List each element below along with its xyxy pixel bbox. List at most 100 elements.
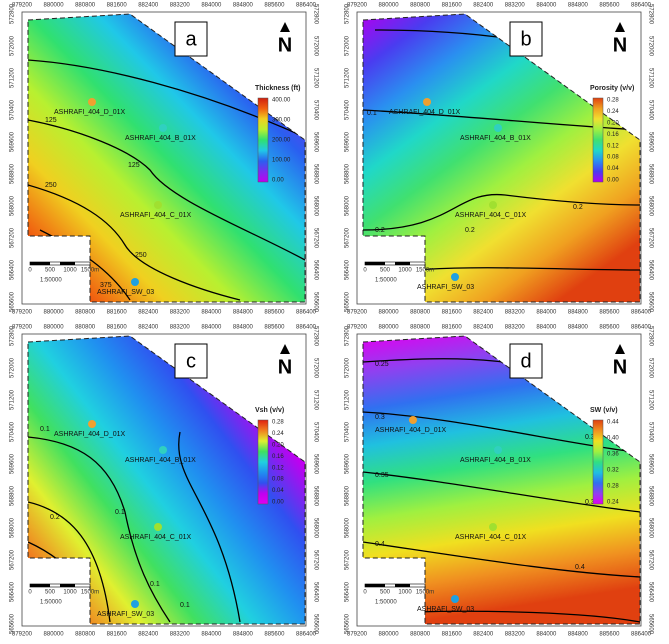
x-tick-label: 886400 xyxy=(296,632,317,638)
y-tick-label: 572000 xyxy=(312,358,318,379)
y-tick-label: 572000 xyxy=(647,358,653,379)
well-label: ASHRAFI_404_C_01X xyxy=(455,212,527,219)
legend-tick-label: 0.00 xyxy=(272,178,284,184)
y-tick-label: 570400 xyxy=(647,100,653,121)
x-tick-label: 886400 xyxy=(631,632,652,638)
scale-ratio: 1:50000 xyxy=(40,600,62,606)
legend-tick-label: 0.24 xyxy=(607,500,619,506)
x-tick-label: 880000 xyxy=(379,325,400,331)
legend-tick-label: 0.20 xyxy=(607,120,619,126)
contour-line xyxy=(28,501,111,623)
y-tick-label: 569600 xyxy=(312,454,318,475)
well-marker xyxy=(88,98,96,106)
x-tick-label: 882400 xyxy=(138,325,159,331)
scale-bar xyxy=(60,584,75,587)
well-marker xyxy=(131,278,139,286)
well-label: ASHRAFI_404_D_01X xyxy=(54,109,126,116)
x-tick-label: 880800 xyxy=(410,325,431,331)
contour-label: 0.25 xyxy=(375,361,389,368)
y-tick-label: 570400 xyxy=(647,422,653,443)
legend-tick-label: 0.16 xyxy=(272,454,284,460)
x-tick-label: 884000 xyxy=(201,310,222,316)
contour-line xyxy=(28,184,241,301)
y-tick-label: 569600 xyxy=(312,132,318,153)
well-marker xyxy=(409,416,417,424)
scale-label: 1000 xyxy=(398,268,412,274)
legend-tick-label: 0.36 xyxy=(607,452,619,458)
scale-label: 500 xyxy=(380,268,391,274)
x-tick-label: 879200 xyxy=(12,3,33,9)
contour-line xyxy=(363,541,640,578)
x-tick-label: 881600 xyxy=(442,325,463,331)
well-label: ASHRAFI_SW_03 xyxy=(417,606,474,613)
well-marker xyxy=(489,523,497,531)
contour-label: 250 xyxy=(135,252,147,259)
x-tick-label: 885600 xyxy=(599,310,620,316)
y-tick-label: 568000 xyxy=(345,517,351,538)
well-label: ASHRAFI_SW_03 xyxy=(97,611,154,618)
x-tick-label: 879200 xyxy=(347,325,368,331)
y-tick-label: 565600 xyxy=(312,292,318,313)
colorbar xyxy=(592,419,604,505)
well-marker xyxy=(494,446,502,454)
panel-letter: c xyxy=(186,350,196,372)
y-tick-label: 566400 xyxy=(345,259,351,280)
y-tick-label: 567200 xyxy=(10,549,16,570)
well-label: ASHRAFI_SW_03 xyxy=(97,289,154,296)
contour-label: 0.3 xyxy=(375,414,385,421)
colorbar xyxy=(592,97,604,183)
well-marker xyxy=(489,201,497,209)
y-tick-label: 572000 xyxy=(345,357,351,378)
x-tick-label: 886400 xyxy=(296,325,317,331)
north-label: N xyxy=(613,356,627,378)
contour-label: 0.2 xyxy=(50,514,60,521)
y-tick-label: 572800 xyxy=(10,3,16,24)
scale-bar xyxy=(30,584,50,587)
scale-label: 1500m xyxy=(81,590,99,596)
y-tick-label: 569600 xyxy=(345,131,351,152)
well-marker xyxy=(423,98,431,106)
x-tick-label: 881600 xyxy=(107,3,128,9)
x-tick-label: 884800 xyxy=(233,632,254,638)
contour-line xyxy=(363,193,640,231)
y-tick-label: 567200 xyxy=(647,228,653,249)
contour-label: 0.1 xyxy=(115,509,125,516)
well-marker xyxy=(451,273,459,281)
x-tick-label: 884800 xyxy=(568,325,589,331)
scale-bar xyxy=(30,262,50,265)
y-tick-label: 569600 xyxy=(345,453,351,474)
y-tick-label: 572000 xyxy=(10,357,16,378)
x-tick-label: 880000 xyxy=(379,310,400,316)
x-tick-label: 881600 xyxy=(107,310,128,316)
colorbar xyxy=(257,97,269,183)
legend-tick-label: 200.00 xyxy=(272,138,291,144)
y-tick-label: 565600 xyxy=(10,291,16,312)
y-tick-label: 570400 xyxy=(345,421,351,442)
x-tick-label: 882400 xyxy=(473,632,494,638)
x-tick-label: 880800 xyxy=(410,310,431,316)
y-tick-label: 569600 xyxy=(10,131,16,152)
well-label: ASHRAFI_404_D_01X xyxy=(54,431,126,438)
legend-tick-label: 0.20 xyxy=(272,442,284,448)
legend-tick-label: 0.24 xyxy=(272,431,284,437)
contour-label: 0.1 xyxy=(180,602,190,609)
map-surface xyxy=(27,335,306,625)
panel-letter-box xyxy=(174,343,208,379)
legend-tick-label: 0.04 xyxy=(272,488,284,494)
well-label: ASHRAFI_404_B_01X xyxy=(460,135,531,142)
legend-tick-label: 0.44 xyxy=(607,420,619,426)
x-tick-label: 879200 xyxy=(347,632,368,638)
y-tick-label: 568800 xyxy=(10,485,16,506)
y-tick-label: 565600 xyxy=(647,614,653,635)
panel-letter: b xyxy=(520,28,531,50)
x-tick-label: 884800 xyxy=(568,3,589,9)
y-tick-label: 570400 xyxy=(10,421,16,442)
y-tick-label: 572800 xyxy=(345,3,351,24)
scale-label: 1500m xyxy=(416,268,434,274)
x-tick-label: 884000 xyxy=(536,3,557,9)
contour-label: 125 xyxy=(128,162,140,169)
well-marker xyxy=(451,595,459,603)
legend-tick-label: 0.08 xyxy=(607,155,619,161)
legend-tick-label: 0.00 xyxy=(272,500,284,506)
